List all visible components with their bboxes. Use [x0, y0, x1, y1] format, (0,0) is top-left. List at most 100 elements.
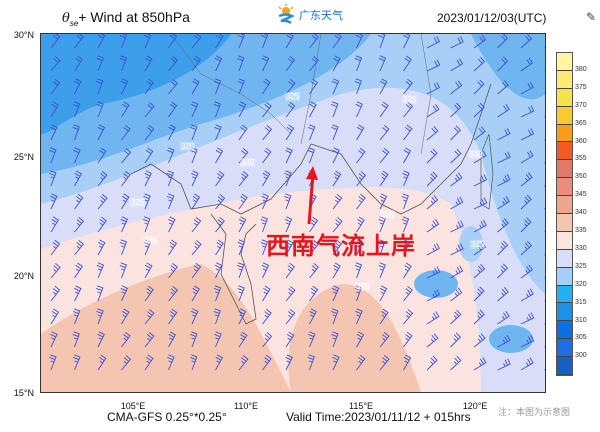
wind-barb	[191, 216, 202, 233]
wind-barb	[332, 354, 340, 371]
colorbar-label: 365	[575, 119, 587, 127]
wind-barb	[403, 55, 412, 72]
wind-barb	[403, 262, 412, 279]
wind-barb	[497, 80, 509, 95]
wind-barb	[331, 101, 339, 118]
wind-barb	[332, 193, 343, 210]
wind-barb	[355, 32, 364, 49]
wind-barb	[191, 262, 202, 279]
wind-barb	[473, 79, 485, 95]
wind-barb	[238, 148, 249, 164]
wind-barb	[497, 310, 510, 325]
wind-barb	[50, 56, 61, 72]
wind-barb	[191, 55, 202, 72]
wind-barb	[355, 308, 363, 325]
colorbar-swatch	[557, 357, 572, 376]
wind-barb	[72, 101, 81, 118]
wind-barb	[332, 32, 342, 49]
wind-barb	[450, 102, 462, 118]
wind-barb	[450, 58, 464, 72]
wind-barb	[238, 101, 247, 118]
wind-barb	[356, 193, 366, 210]
wind-barb	[262, 101, 272, 118]
wind-barb	[49, 170, 57, 187]
wind-barb	[120, 216, 128, 233]
colorbar-swatch	[557, 53, 572, 71]
wind-barb	[520, 217, 532, 233]
wind-barb	[168, 308, 178, 325]
wind-barb	[426, 218, 440, 233]
colorbar-label: 335	[575, 227, 587, 234]
wind-barb	[426, 104, 440, 118]
wind-barb	[473, 150, 487, 164]
wind-barb	[213, 78, 222, 95]
wind-barb	[356, 147, 366, 164]
colorbar-label: 355	[575, 155, 587, 163]
wind-barb	[96, 262, 105, 279]
wind-barb	[473, 34, 486, 49]
sun-wave-logo-icon	[278, 4, 295, 25]
wind-barb	[49, 354, 57, 371]
wind-barb	[426, 355, 438, 371]
wind-barb	[238, 171, 249, 187]
wind-barb	[403, 124, 413, 141]
wind-barb	[144, 102, 155, 118]
theta-se-field	[41, 32, 558, 392]
wind-barb	[403, 285, 413, 302]
wind-barb	[50, 263, 61, 279]
wind-barb	[402, 239, 411, 256]
wind-barb	[168, 101, 178, 118]
wind-barb	[168, 79, 179, 95]
wind-barb	[285, 286, 296, 302]
wind-barb	[378, 216, 386, 233]
colorbar-swatch	[557, 160, 572, 179]
wind-barb	[72, 124, 80, 141]
wind-barb	[191, 78, 200, 95]
wind-barb	[168, 56, 179, 72]
wind-barb	[144, 170, 152, 187]
wind-barb	[191, 33, 202, 49]
lat-label: 20°N	[13, 271, 34, 281]
annotation-arrow	[307, 173, 315, 225]
wind-barb	[285, 55, 296, 72]
wind-barb	[191, 240, 202, 256]
wind-barb	[238, 124, 248, 141]
wind-barb	[450, 332, 462, 348]
colorbar-swatch	[557, 106, 572, 125]
wind-barb	[356, 216, 365, 233]
wind-barb	[121, 101, 130, 118]
wind-barb	[50, 32, 61, 49]
wind-barb	[50, 78, 61, 95]
wind-barb	[450, 309, 462, 325]
annotation-arrowhead	[306, 166, 318, 180]
colorbar-label: 345	[575, 191, 587, 199]
wind-barb	[520, 81, 534, 95]
wind-barb	[121, 355, 132, 371]
wind-barb	[307, 147, 315, 164]
wind-barb	[72, 308, 81, 325]
colorbar-label: 350	[575, 173, 587, 181]
contour-label: 330	[468, 150, 484, 159]
wind-barb	[260, 32, 269, 49]
wind-barb	[497, 287, 509, 302]
wind-barb	[191, 170, 199, 187]
lat-label: 25°N	[13, 152, 34, 162]
wind-barb	[332, 217, 343, 233]
wind-barb	[213, 101, 221, 118]
wind-barb	[190, 147, 198, 164]
wind-barb	[497, 240, 509, 256]
pencil-icon[interactable]: ✎	[586, 10, 597, 24]
wind-barb	[473, 56, 486, 72]
wind-barb	[190, 101, 199, 118]
wind-barb	[309, 33, 320, 49]
wind-barb	[215, 239, 224, 256]
wind-barb	[309, 78, 319, 95]
wind-barb	[403, 78, 413, 95]
wind-barb	[119, 55, 128, 72]
wind-barb	[97, 170, 108, 187]
wind-barb	[74, 285, 82, 302]
wind-barb	[309, 240, 320, 256]
wind-barb	[520, 240, 533, 256]
wind-barb	[97, 194, 108, 210]
